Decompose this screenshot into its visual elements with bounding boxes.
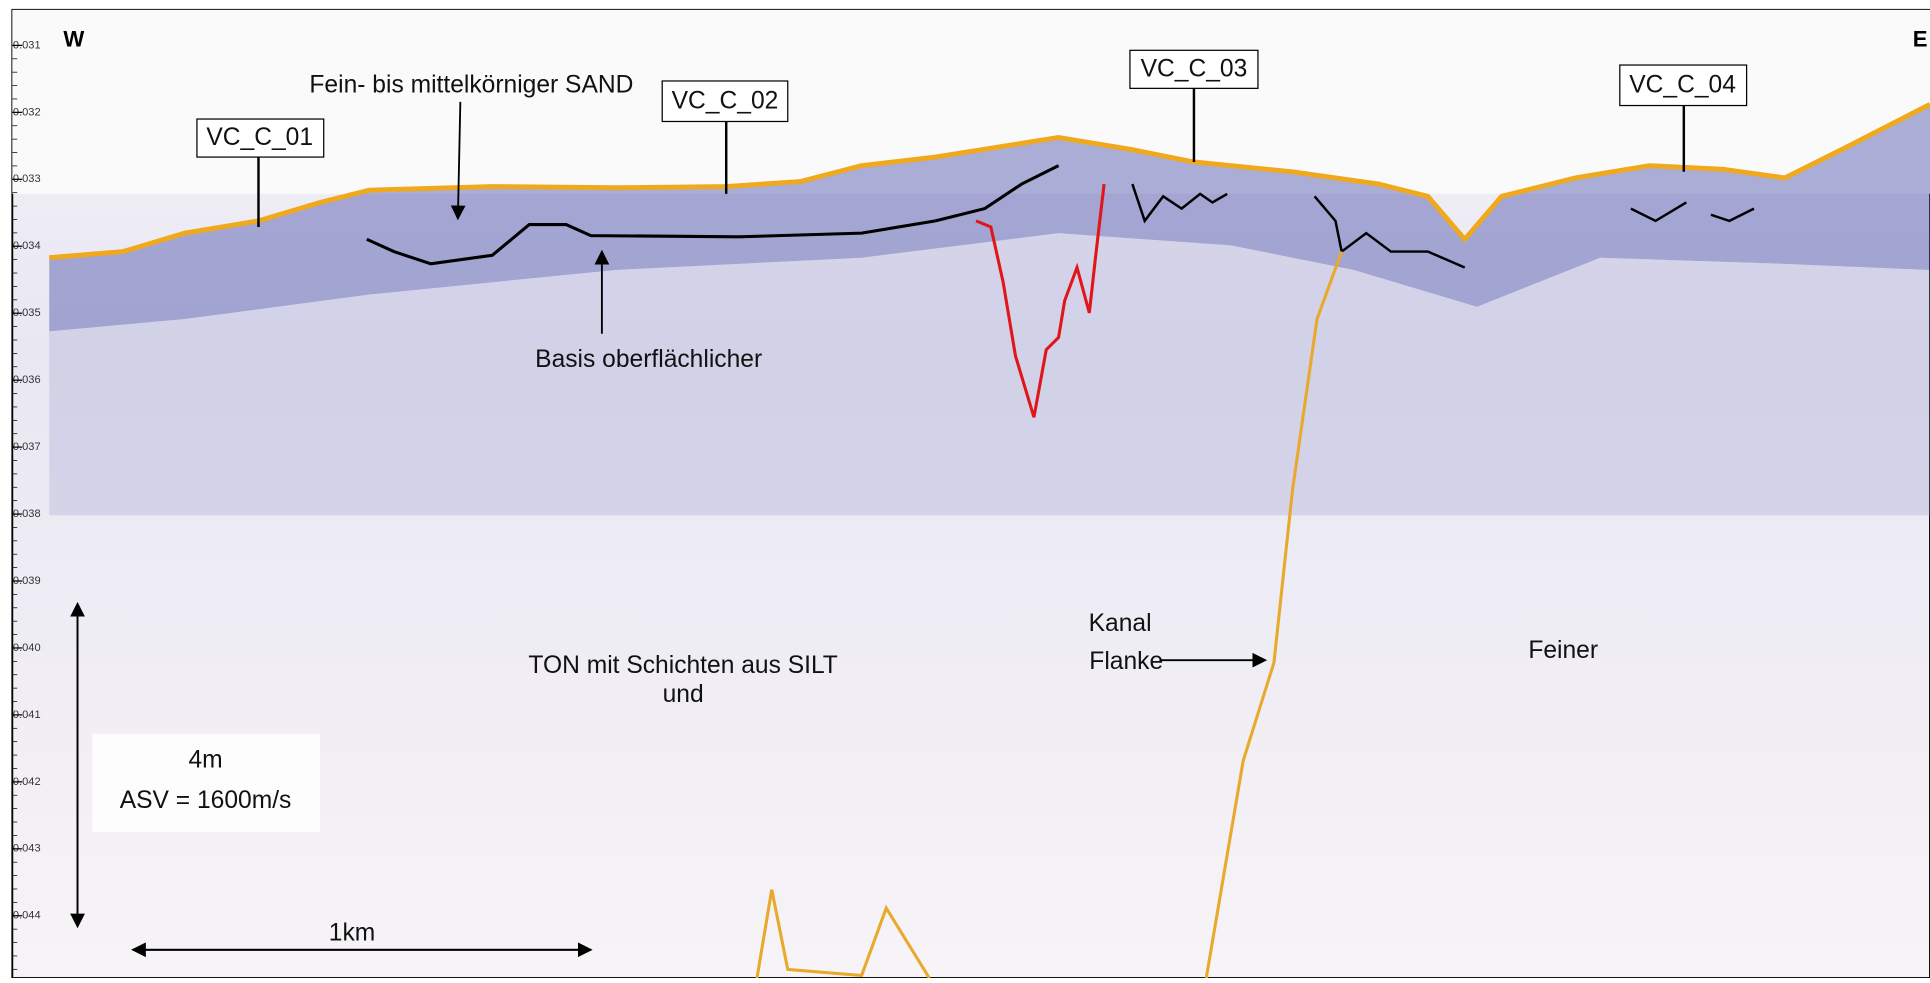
annotation: Kanal xyxy=(1089,610,1152,637)
horizon xyxy=(1313,195,1466,269)
scale-label: ASV = 1600m/s xyxy=(120,787,292,814)
sediment-fade xyxy=(49,233,1930,516)
axis-tick-label: 0.038 xyxy=(13,508,41,520)
annotation: TON mit Schichten aus SILT xyxy=(528,652,837,679)
axis-tick-label: 0.031 xyxy=(13,39,41,51)
sediment-band xyxy=(49,104,1930,332)
annotation: Flanke xyxy=(1089,648,1163,675)
axis-tick-label: 0.036 xyxy=(13,374,41,386)
scale-box xyxy=(92,733,321,832)
axis-tick-label: 0.041 xyxy=(13,709,41,721)
axis-tick-label: 0.039 xyxy=(13,575,41,587)
horizon xyxy=(1710,207,1755,223)
axis-tick-label: 0.035 xyxy=(13,307,41,319)
core-label: VC_C_04 xyxy=(1629,71,1736,98)
seafloor xyxy=(49,102,1930,261)
core-box xyxy=(1129,49,1259,89)
red-horizon xyxy=(975,183,1106,418)
axis-tick-label: 0.032 xyxy=(13,106,41,118)
core-box xyxy=(196,118,325,158)
east-label: E xyxy=(1913,26,1928,51)
channel-base xyxy=(755,889,931,979)
core-box xyxy=(661,80,789,123)
west-label: W xyxy=(63,26,84,51)
scale-label: 4m xyxy=(188,746,222,773)
axis-tick-label: 0.042 xyxy=(13,776,41,788)
horizon xyxy=(1131,183,1228,224)
core-box xyxy=(1619,64,1748,107)
sand-base xyxy=(366,164,1060,266)
core-label: VC_C_02 xyxy=(672,87,779,114)
axis-tick-label: 0.037 xyxy=(13,441,41,453)
axis-tick-label: 0.043 xyxy=(13,843,41,855)
arrow xyxy=(450,101,466,221)
annotation: Feiner xyxy=(1528,637,1598,664)
scale-label: 1km xyxy=(329,919,375,946)
axis-tick-label: 0.044 xyxy=(13,910,41,922)
axis-tick-label: 0.040 xyxy=(13,642,41,654)
core-label: VC_C_01 xyxy=(206,124,313,151)
annotation: Fein- bis mittelkörniger SAND xyxy=(309,71,633,98)
channel-flank xyxy=(1204,251,1344,979)
core-markers: VC_C_01 VC_C_02 VC_C_03 VC_C_04 xyxy=(196,49,1748,228)
annotation: Basis oberflächlicher xyxy=(535,346,762,373)
depth-axis: 0.031 0.032 0.033 0.034 0.035 0.036 0.037 0.038… xyxy=(12,39,41,970)
horizon xyxy=(1630,201,1687,223)
axis-tick-label: 0.033 xyxy=(13,173,41,185)
axis-tick-label: 0.034 xyxy=(13,240,41,252)
annotation: und xyxy=(663,681,704,708)
core-label: VC_C_03 xyxy=(1141,55,1248,82)
water-column xyxy=(12,9,1930,194)
